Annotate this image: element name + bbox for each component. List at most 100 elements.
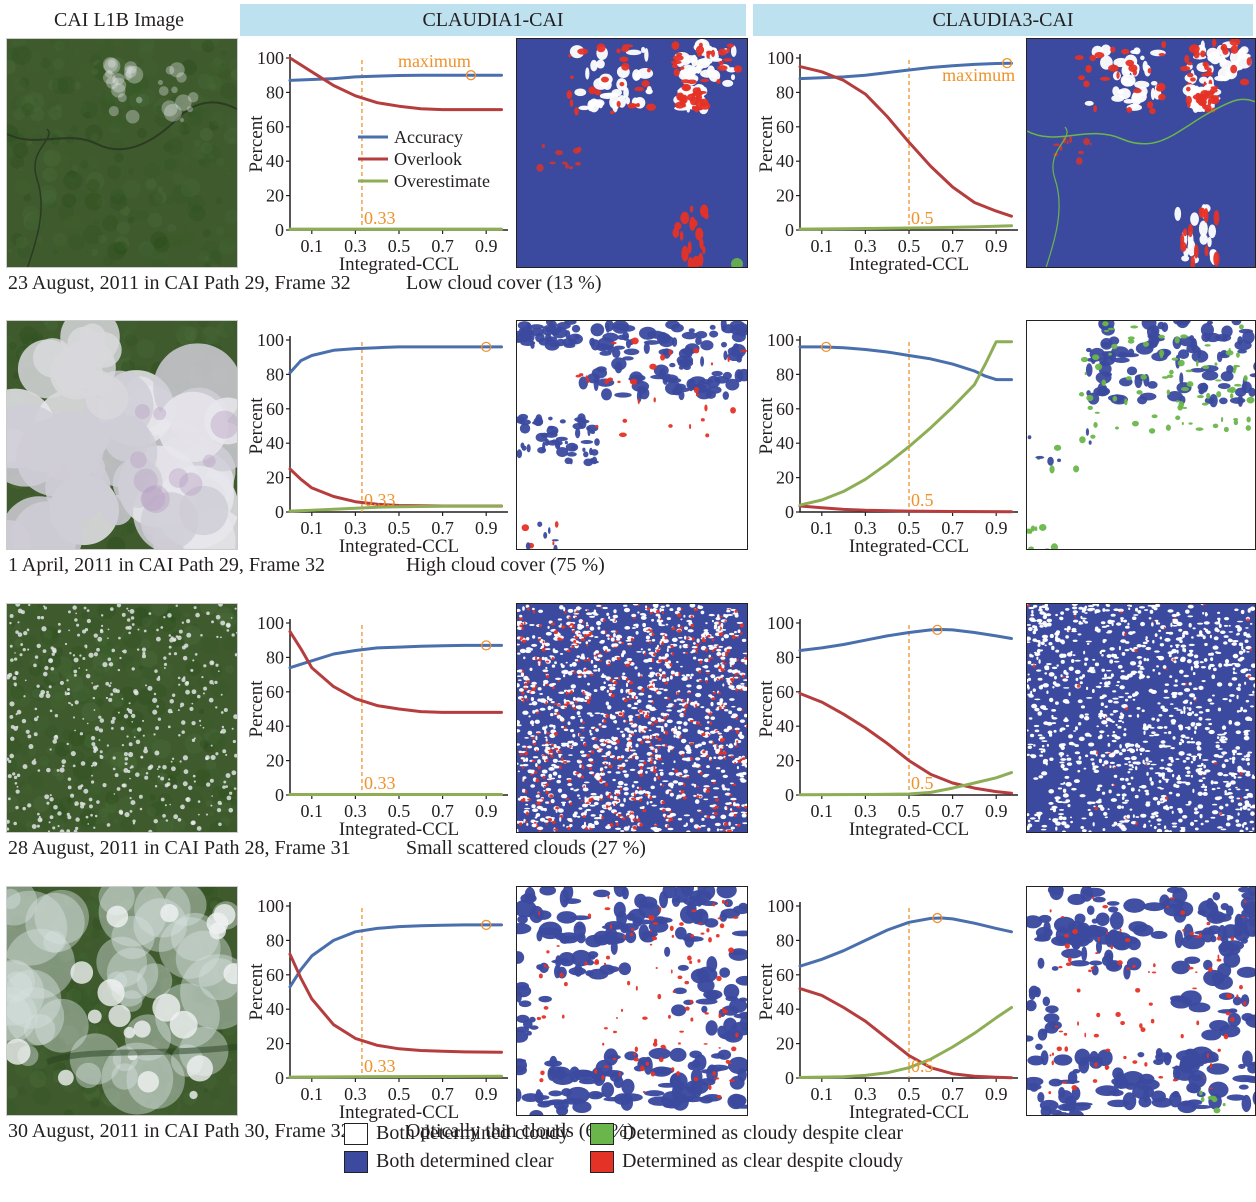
y-axis-label: Percent [756, 397, 777, 455]
series-overestimate [798, 224, 1013, 231]
x-tick-label: 0.7 [941, 236, 964, 256]
threshold-label: 0.5 [911, 773, 934, 793]
line-chart-r1c1: 0 20 40 60 80 100 0.1 0.3 0.5 0.7 0.9 Integrated-CC… [246, 48, 508, 275]
series-overlook [288, 952, 503, 1054]
y-tick-label: 20 [266, 751, 284, 771]
satellite-image [0, 877, 256, 1122]
x-tick-label: 0.3 [854, 518, 877, 538]
series-accuracy [288, 345, 503, 375]
y-tick-label: 20 [776, 751, 794, 771]
y-tick-label: 80 [776, 82, 794, 102]
y-axis-label: Percent [756, 115, 777, 173]
line-chart-r3c1: 0 20 40 60 80 100 0.1 0.3 0.5 0.7 0.9 Integrated-CC… [246, 613, 508, 840]
x-tick-label: 0.1 [811, 801, 834, 821]
legend-cloudy-despite-clear: Determined as cloudy despite clear [590, 1122, 903, 1145]
y-tick-label: 100 [767, 613, 794, 633]
y-tick-label: 20 [266, 1034, 284, 1054]
y-tick-label: 60 [776, 965, 794, 985]
y-tick-label: 40 [266, 716, 284, 736]
series-accuracy [798, 345, 1013, 382]
y-tick-label: 100 [767, 330, 794, 350]
y-axis-label: Percent [756, 680, 777, 738]
legend-swatch-green [590, 1122, 614, 1145]
x-tick-label: 0.5 [898, 1084, 921, 1104]
claudia3-map [1026, 603, 1256, 833]
x-tick-label: 0.7 [431, 801, 454, 821]
maximum-marker [932, 624, 943, 636]
maximum-marker [1001, 58, 1013, 69]
claudia3-header: CLAUDIA3-CAI [753, 4, 1253, 36]
x-tick-label: 0.3 [344, 801, 367, 821]
claudia1-map [516, 38, 748, 268]
maximum-marker [465, 70, 477, 81]
satellite-image [0, 307, 252, 583]
x-tick-label: 0.3 [344, 236, 367, 256]
x-tick-label: 0.3 [854, 1084, 877, 1104]
y-tick-label: 0 [275, 502, 284, 522]
x-tick-label: 0.1 [811, 518, 834, 538]
y-tick-label: 0 [785, 502, 794, 522]
y-tick-label: 100 [257, 613, 284, 633]
line-chart-r2c3: 0 20 40 60 80 100 0.1 0.3 0.5 0.7 0.9 Integrated-CC… [756, 330, 1018, 557]
l1b-thumbnail [0, 877, 256, 1122]
x-tick-label: 0.7 [431, 236, 454, 256]
l1b-column-title: CAI L1B Image [54, 9, 184, 31]
x-tick-label: 0.7 [941, 1084, 964, 1104]
claudia3-map [1026, 886, 1256, 1116]
y-tick-label: 60 [266, 682, 284, 702]
claudia1-header: CLAUDIA1-CAI [240, 4, 746, 36]
x-tick-label: 0.1 [301, 1084, 324, 1104]
x-tick-label: 0.5 [388, 801, 411, 821]
maximum-marker [481, 919, 492, 931]
y-tick-label: 60 [776, 117, 794, 137]
y-axis-label: Percent [756, 963, 777, 1021]
series-overestimate [798, 771, 1013, 797]
classification-map [1027, 321, 1255, 549]
y-tick-label: 80 [776, 364, 794, 384]
y-axis-label: Percent [246, 397, 267, 455]
x-tick-label: 0.1 [301, 801, 324, 821]
series-overestimate [798, 1006, 1013, 1079]
y-tick-label: 20 [776, 186, 794, 206]
x-axis-label: Integrated-CCL [339, 254, 459, 275]
series-overlook [798, 504, 1013, 514]
claudia1-map [516, 603, 748, 833]
y-tick-label: 40 [266, 151, 284, 171]
x-tick-label: 0.9 [475, 801, 498, 821]
series-overlook [798, 987, 1013, 1080]
x-axis-label: Integrated-CCL [849, 1102, 969, 1123]
legend-label: Both determined cloudy [376, 1122, 570, 1144]
x-axis-label: Integrated-CCL [339, 536, 459, 557]
caption-description: Low cloud cover (13 %) [406, 272, 602, 294]
y-tick-label: 20 [266, 468, 284, 488]
satellite-image [0, 594, 245, 839]
x-axis-label: Integrated-CCL [849, 536, 969, 557]
y-axis-label: Percent [246, 963, 267, 1021]
y-tick-label: 60 [776, 399, 794, 419]
x-tick-label: 0.5 [388, 1084, 411, 1104]
x-axis-label: Integrated-CCL [339, 819, 459, 840]
l1b-thumbnail [0, 32, 245, 273]
y-tick-label: 20 [776, 1034, 794, 1054]
x-tick-label: 0.5 [898, 518, 921, 538]
line-chart-r4c1: 0 20 40 60 80 100 0.1 0.3 0.5 0.7 0.9 Integrated-CC… [246, 896, 508, 1123]
x-tick-label: 0.1 [811, 1084, 834, 1104]
y-tick-label: 20 [266, 186, 284, 206]
x-tick-label: 0.9 [475, 236, 498, 256]
y-tick-label: 40 [776, 151, 794, 171]
series-overlook [288, 56, 503, 112]
y-tick-label: 60 [266, 117, 284, 137]
maximum-marker [481, 640, 492, 651]
y-tick-label: 80 [266, 82, 284, 102]
legend-label: Determined as clear despite cloudy [622, 1150, 903, 1172]
x-tick-label: 0.9 [475, 1084, 498, 1104]
series-overestimate [288, 504, 503, 513]
y-tick-label: 0 [275, 785, 284, 805]
series-accuracy [288, 643, 503, 670]
y-tick-label: 0 [785, 220, 794, 240]
x-tick-label: 0.1 [811, 236, 834, 256]
x-tick-label: 0.5 [388, 236, 411, 256]
classification-map [517, 321, 747, 549]
series-accuracy [798, 628, 1013, 652]
l1b-thumbnail [0, 307, 252, 583]
